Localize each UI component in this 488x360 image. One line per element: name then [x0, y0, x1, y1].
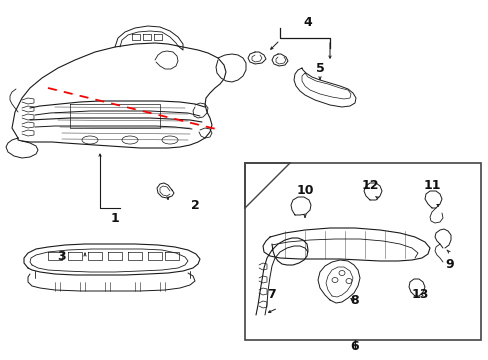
Bar	[244, 163, 480, 340]
Text: 13: 13	[410, 288, 428, 302]
Text: 10: 10	[296, 184, 313, 197]
Text: 9: 9	[445, 258, 453, 271]
Text: 7: 7	[267, 288, 276, 302]
Text: 3: 3	[58, 251, 66, 264]
Text: 1: 1	[110, 212, 119, 225]
Text: 11: 11	[423, 179, 440, 192]
Text: 8: 8	[350, 293, 359, 306]
Text: 5: 5	[315, 62, 324, 75]
Text: 12: 12	[361, 179, 378, 192]
Text: 4: 4	[303, 15, 312, 28]
Text: 6: 6	[350, 341, 359, 354]
Text: 2: 2	[190, 198, 199, 212]
